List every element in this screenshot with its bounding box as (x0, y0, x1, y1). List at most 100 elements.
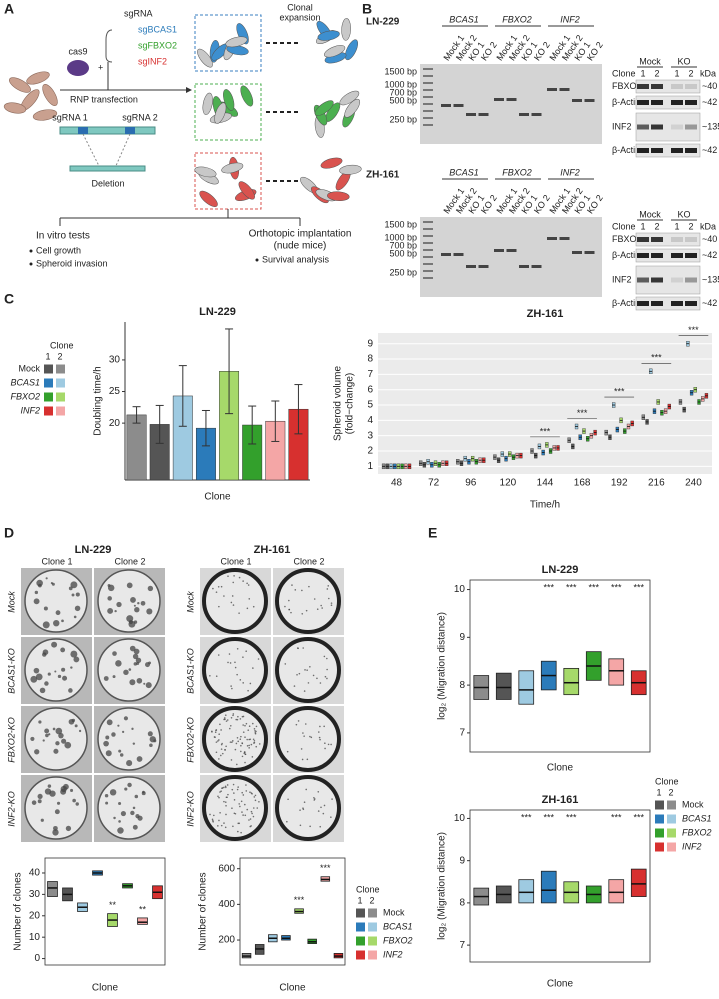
colony (287, 798, 289, 801)
colony (318, 731, 320, 733)
colony (134, 794, 139, 799)
plate-row-label: INF2-KO (6, 791, 16, 827)
colony (45, 577, 48, 580)
colony (242, 731, 245, 733)
significance: *** (651, 353, 662, 363)
colony (242, 724, 244, 726)
colony (317, 810, 320, 812)
colony (55, 741, 60, 746)
marker-label: 1500 bp (384, 66, 417, 76)
clone-number: 1 (640, 221, 645, 231)
cell (314, 100, 334, 116)
y-tick-label: 10 (454, 813, 466, 824)
colony (118, 801, 122, 806)
box (563, 667, 580, 696)
legend-swatch (356, 922, 365, 932)
gel-band (547, 237, 557, 240)
significance: *** (294, 895, 305, 905)
colony (248, 725, 251, 728)
marker-label: 500 bp (389, 248, 417, 258)
significance: *** (611, 582, 622, 592)
colony (241, 755, 244, 758)
significance: ** (139, 904, 147, 914)
colony (246, 745, 249, 747)
colony (236, 647, 239, 650)
colony (232, 783, 235, 786)
colony (227, 793, 229, 796)
colony (120, 810, 126, 817)
colony (75, 802, 79, 806)
colony (118, 820, 121, 823)
colony (234, 666, 237, 669)
colony (305, 788, 308, 791)
colony (44, 681, 49, 686)
panel-label: E (428, 525, 437, 541)
colony (133, 662, 138, 666)
colony (320, 604, 322, 607)
cell (214, 102, 227, 124)
blot-image (635, 79, 701, 94)
legend-swatch (44, 364, 53, 374)
y-tick-label: 200 (218, 935, 235, 946)
colony (302, 647, 305, 649)
y-tick-label: 10 (29, 932, 41, 943)
legend-label: BCAS1 (383, 921, 413, 931)
colony (251, 792, 253, 795)
colony (258, 800, 260, 803)
plate (275, 637, 341, 703)
protein-label: β-Actin (612, 145, 640, 155)
colony (255, 725, 258, 728)
significance: *** (588, 582, 599, 592)
colony (129, 645, 136, 652)
colony (71, 593, 75, 597)
marker-label: 1000 bp (384, 79, 417, 89)
chart-title: LN-229 (542, 564, 579, 576)
colony (253, 741, 256, 744)
blot-band (685, 100, 697, 105)
legend-label: Mock (682, 799, 704, 809)
colony (33, 667, 40, 674)
target-site (78, 127, 88, 134)
legend-swatch (44, 378, 53, 388)
protein-label: β-Actin (612, 298, 640, 308)
significance: *** (543, 582, 554, 592)
gel-band (572, 99, 582, 102)
gel-band (466, 113, 476, 116)
colony (70, 650, 78, 658)
colony (107, 608, 114, 614)
size-label: ~42 (702, 145, 717, 155)
plate-row-label: FBXO2-KO (6, 717, 16, 763)
box (630, 868, 647, 897)
colony (243, 803, 246, 806)
blot-band (671, 277, 683, 283)
colony (236, 718, 239, 721)
legend-swatch (655, 814, 664, 824)
colony (322, 812, 325, 815)
colony (227, 661, 229, 664)
colony (226, 719, 229, 721)
clone-number: 1 (674, 221, 679, 231)
colony (230, 716, 233, 719)
colony (219, 812, 221, 814)
colony (37, 799, 42, 804)
bracket (105, 29, 113, 63)
y-tick-label: 7 (459, 728, 465, 739)
ladder-band (423, 242, 433, 244)
colony (326, 677, 328, 680)
colony (251, 756, 254, 758)
clone-header: Clone (612, 221, 636, 231)
colony (145, 682, 152, 689)
colony (245, 784, 247, 786)
significance: ** (109, 900, 117, 910)
colony (239, 679, 242, 681)
colony (330, 604, 333, 607)
colony (30, 675, 38, 683)
colony (61, 667, 66, 672)
guide-label: sgFBXO2 (138, 40, 177, 50)
legend-clone: 2 (668, 787, 673, 797)
colony (75, 592, 80, 597)
colony (220, 729, 222, 731)
significance: *** (521, 812, 532, 822)
colony (49, 790, 56, 797)
colony (137, 602, 140, 605)
